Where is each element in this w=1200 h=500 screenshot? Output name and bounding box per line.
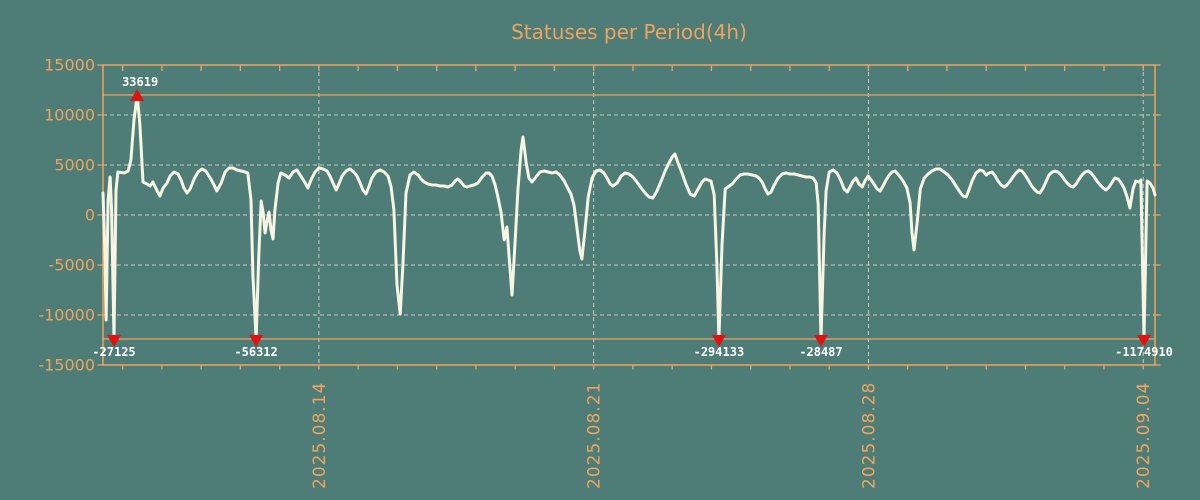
x-axis-date-label: 2025.08.14 [310,382,330,489]
y-axis-tick-label: 0 [85,206,95,225]
x-axis-date-label: 2025.09.04 [1134,382,1154,489]
trough-marker-label: -28487 [799,345,842,359]
x-axis-date-label: 2025.08.28 [859,382,879,489]
y-axis-tick-label: 5000 [54,156,95,175]
trough-marker-label: -27125 [92,345,135,359]
trough-marker-triangle-down [711,335,726,347]
peak-marker-label: 33619 [122,75,158,89]
statuses-series-line [101,93,1157,341]
trough-marker-triangle-down [106,335,121,347]
y-axis-tick-label: -5000 [49,256,96,275]
trough-marker-label: -56312 [234,345,277,359]
trough-marker-label: -1174910 [1115,345,1173,359]
peak-marker-triangle-up [130,89,145,101]
chart-title: Statuses per Period(4h) [511,20,747,44]
trough-marker-triangle-down [1137,335,1152,347]
x-axis-date-labels: 2025.08.14 2025.08.21 2025.08.28 2025.09.04 [310,382,1154,489]
trough-marker-triangle-down [813,335,828,347]
y-axis-tick-label: -10000 [38,306,95,325]
trough-marker-triangle-down [249,335,264,347]
extreme-value-markers: 33619 -27125 -56312 -294133 -28487 -1174910 [92,75,1173,359]
y-axis-tick-label: 10000 [44,106,95,125]
x-axis-date-label: 2025.08.21 [585,382,605,489]
clip-threshold-lines [103,94,1155,340]
gridlines [103,65,1155,365]
trough-marker-label: -294133 [694,345,745,359]
y-axis-tick-label: -15000 [38,356,95,375]
y-axis-labels: 15000 10000 5000 0 -5000 -10000 -15000 [38,56,95,375]
data-line [101,93,1157,341]
y-axis-tick-label: 15000 [44,56,95,75]
